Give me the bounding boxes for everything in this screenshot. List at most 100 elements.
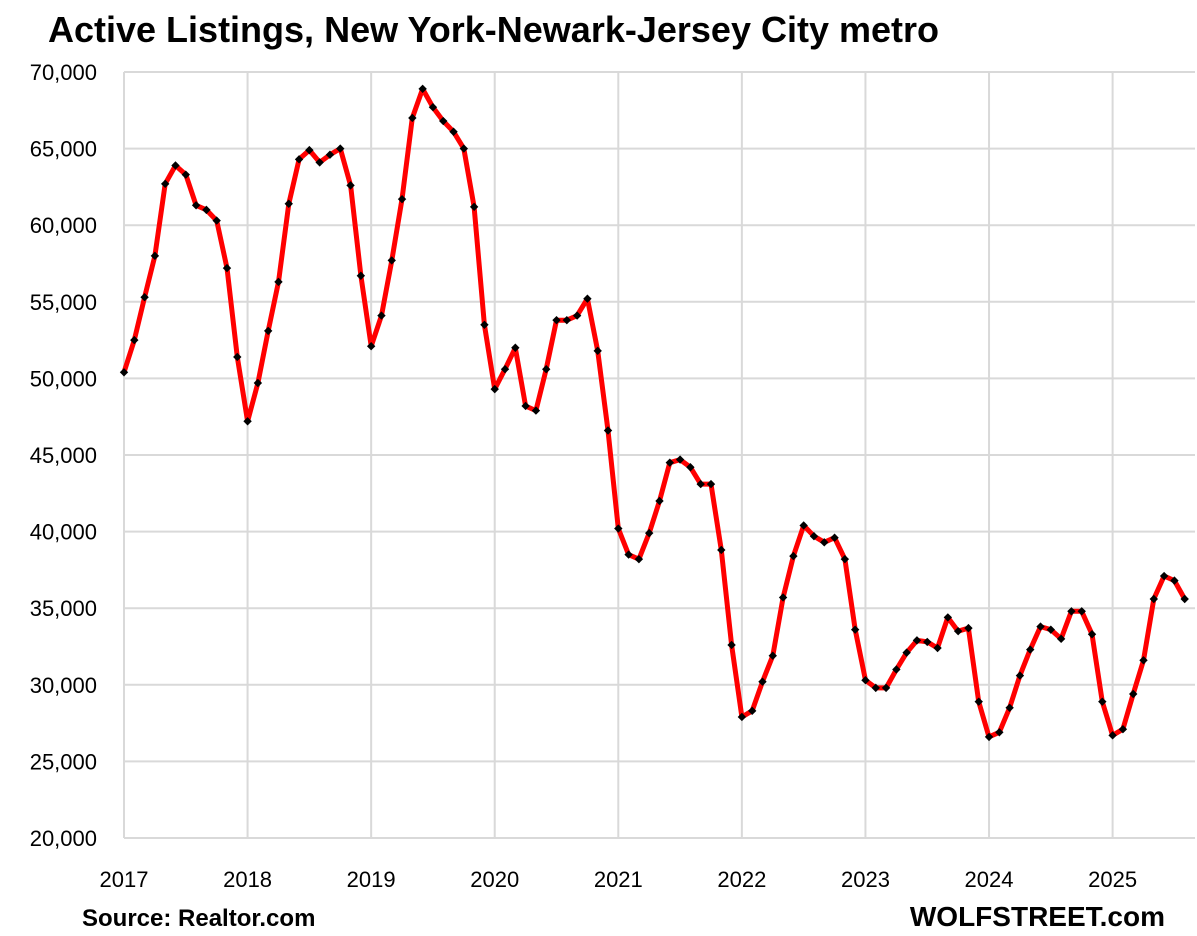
brand-note: WOLFSTREET.com — [910, 901, 1165, 932]
series-line — [121, 86, 1188, 740]
data-point-marker — [809, 531, 819, 541]
data-point-marker — [171, 161, 180, 170]
data-point-marker — [346, 181, 355, 190]
data-point-marker — [912, 636, 922, 645]
data-point-marker — [233, 352, 242, 362]
x-tick-label: 2021 — [594, 867, 643, 892]
data-point-marker — [995, 728, 1004, 737]
data-point-marker — [696, 479, 705, 489]
data-point-marker — [531, 406, 541, 415]
data-point-marker — [789, 551, 798, 561]
data-point-marker — [871, 683, 880, 693]
data-point-marker — [202, 205, 211, 215]
data-point-marker — [881, 683, 891, 693]
data-point-marker — [1159, 571, 1169, 581]
y-tick-label: 50,000 — [30, 366, 97, 391]
x-tick-label: 2020 — [470, 867, 519, 892]
data-point-marker — [603, 426, 613, 435]
series-active-listings — [119, 84, 1189, 742]
data-point-marker — [923, 637, 932, 647]
data-point-marker — [222, 263, 232, 273]
data-point-marker — [665, 458, 674, 467]
data-point-marker — [315, 158, 324, 167]
source-note: Source: Realtor.com — [82, 905, 315, 932]
data-point-marker — [336, 144, 345, 153]
data-point-marker — [850, 625, 860, 634]
data-point-marker — [500, 365, 510, 374]
data-point-marker — [294, 155, 304, 164]
y-tick-label: 55,000 — [30, 290, 97, 315]
data-point-marker — [1180, 594, 1189, 604]
y-tick-label: 35,000 — [30, 596, 97, 621]
data-point-marker — [428, 103, 438, 112]
data-point-marker — [706, 479, 716, 489]
data-point-marker — [1026, 645, 1035, 654]
data-point-marker — [408, 113, 417, 123]
data-point-marker — [984, 732, 994, 742]
data-point-marker — [325, 150, 335, 159]
data-point-marker — [1067, 607, 1076, 616]
data-point-marker — [964, 623, 973, 633]
data-point-marker — [1015, 671, 1025, 680]
x-tick-label: 2024 — [965, 867, 1014, 892]
data-point-marker — [418, 84, 427, 94]
data-point-marker — [160, 179, 170, 189]
data-point-marker — [634, 554, 644, 564]
data-point-marker — [747, 706, 757, 716]
data-point-marker — [1129, 689, 1138, 699]
data-point-marker — [645, 528, 654, 538]
data-point-marker — [737, 712, 747, 722]
data-point-marker — [974, 697, 983, 706]
x-tick-label: 2023 — [841, 867, 890, 892]
data-point-marker — [253, 378, 263, 388]
data-point-marker — [243, 417, 252, 426]
data-point-marker — [263, 326, 273, 336]
y-tick-label: 25,000 — [30, 749, 97, 774]
data-point-marker — [130, 335, 139, 345]
data-point-marker — [1118, 725, 1128, 734]
data-point-marker — [439, 116, 448, 126]
data-point-marker — [469, 202, 479, 212]
data-point-marker — [830, 533, 839, 542]
data-point-marker — [1056, 634, 1066, 644]
data-point-marker — [1108, 731, 1117, 740]
data-point-marker — [1087, 630, 1097, 639]
data-point-marker — [614, 524, 623, 533]
data-point-marker — [943, 613, 953, 622]
x-axis-tick-labels: 2017 2018 2019 2020 2021 2022 2023 2024 2025 — [100, 867, 1138, 892]
data-point-marker — [593, 346, 602, 356]
data-point-marker — [1149, 594, 1159, 604]
data-point-marker — [459, 144, 469, 153]
y-tick-label: 60,000 — [30, 213, 97, 238]
data-point-marker — [953, 626, 963, 636]
data-point-marker — [1170, 576, 1179, 585]
data-point-marker — [799, 521, 808, 530]
data-point-marker — [686, 463, 695, 472]
y-tick-label: 40,000 — [30, 520, 97, 545]
y-tick-label: 30,000 — [30, 673, 97, 698]
data-point-marker — [274, 277, 283, 287]
data-point-marker — [1005, 703, 1014, 712]
chart-title: Active Listings, New York-Newark-Jersey … — [48, 9, 939, 50]
data-point-marker — [1036, 622, 1045, 631]
data-point-marker — [387, 256, 396, 265]
y-tick-label: 45,000 — [30, 443, 97, 468]
data-point-marker — [717, 545, 726, 555]
data-point-marker — [1098, 697, 1107, 706]
data-point-marker — [140, 293, 149, 302]
data-point-marker — [490, 384, 499, 394]
data-point-marker — [840, 554, 850, 564]
data-point-marker — [902, 648, 911, 657]
data-point-marker — [861, 676, 870, 685]
data-point-marker — [284, 199, 293, 208]
data-point-marker — [119, 368, 129, 377]
x-tick-label: 2022 — [717, 867, 766, 892]
data-point-marker — [542, 365, 551, 374]
x-tick-label: 2018 — [223, 867, 272, 892]
data-point-marker — [778, 593, 788, 602]
data-point-marker — [727, 640, 736, 650]
y-tick-label: 65,000 — [30, 137, 97, 162]
data-point-marker — [562, 315, 572, 325]
data-point-marker — [480, 320, 489, 329]
